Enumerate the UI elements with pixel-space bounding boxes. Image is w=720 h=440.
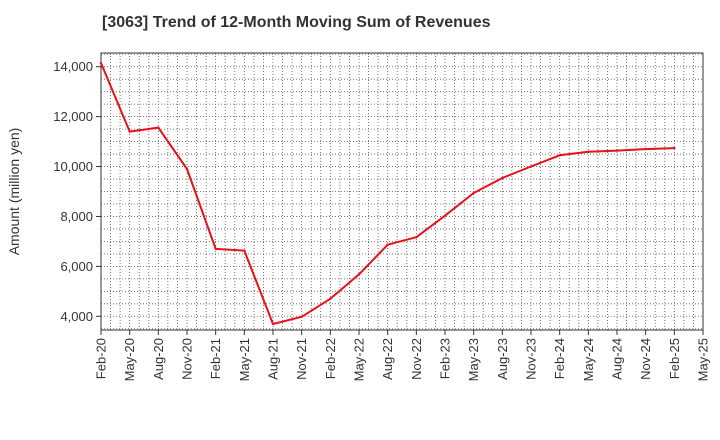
grid [100, 53, 704, 330]
data-point [587, 150, 590, 154]
x-tick-label: Nov-21 [294, 338, 309, 380]
x-tick-label: May-25 [696, 338, 711, 381]
data-point [386, 243, 389, 246]
data-point [185, 167, 189, 171]
data-point [99, 61, 103, 65]
x-tick-label: Feb-23 [438, 338, 453, 379]
data-point [357, 273, 361, 276]
x-tick-label: Feb-21 [208, 338, 223, 379]
x-tick-label: Feb-25 [667, 338, 682, 379]
data-point [300, 315, 303, 318]
data-point [644, 147, 647, 151]
data-point [558, 154, 561, 157]
x-tick-label: May-23 [466, 338, 481, 381]
data-point [501, 176, 504, 180]
data-point [472, 191, 475, 195]
data-point [271, 322, 275, 326]
y-tick-label: 4,000 [60, 309, 93, 324]
x-axis: Feb-20 May-20 Aug-20 Nov-20 Feb-21 May-21 Aug-… [94, 330, 711, 381]
x-tick-label: Aug-21 [266, 338, 281, 380]
data-point [214, 247, 217, 251]
x-tick-label: Aug-20 [151, 338, 166, 380]
x-tick-label: Feb-24 [552, 338, 567, 379]
data-point [128, 130, 131, 133]
chart-title: [3063] Trend of 12-Month Moving Sum of R… [102, 14, 491, 31]
x-tick-label: May-22 [352, 338, 367, 381]
data-point [673, 146, 676, 150]
data-point [243, 249, 246, 252]
x-tick-label: Nov-24 [638, 338, 653, 380]
x-tick-label: Nov-22 [409, 338, 424, 380]
x-tick-label: May-24 [581, 338, 596, 381]
y-tick-label: 8,000 [60, 209, 93, 224]
plot-frame [100, 52, 704, 331]
data-point [615, 149, 619, 152]
data-point [329, 297, 332, 301]
y-tick-label: 14,000 [53, 59, 93, 74]
y-axis: 4,000 6,000 8,000 10,000 12,000 14,000 [53, 59, 101, 324]
data-point [157, 126, 160, 129]
x-tick-label: Nov-23 [524, 338, 539, 380]
data-point [415, 235, 418, 239]
x-tick-label: May-20 [122, 338, 137, 381]
data-point [443, 214, 447, 217]
x-tick-label: Aug-23 [495, 338, 510, 380]
x-tick-label: Feb-20 [94, 338, 109, 379]
x-tick-label: Aug-24 [610, 338, 625, 380]
x-tick-label: Nov-20 [180, 338, 195, 380]
x-tick-label: Aug-22 [380, 338, 395, 380]
data-point [529, 165, 533, 168]
y-tick-label: 12,000 [53, 109, 93, 124]
y-tick-label: 6,000 [60, 259, 93, 274]
x-tick-label: Feb-22 [323, 338, 338, 379]
y-tick-label: 10,000 [53, 159, 93, 174]
y-axis-label: Amount (million yen) [6, 128, 22, 256]
x-tick-label: May-21 [237, 338, 252, 381]
series-layer [99, 61, 676, 326]
